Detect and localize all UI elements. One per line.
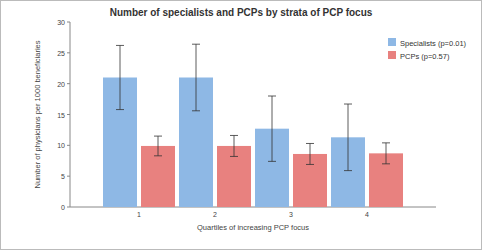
error-bar-stem: [234, 135, 235, 156]
error-bar: [268, 96, 276, 161]
y-tick-label: 30: [57, 19, 65, 26]
error-bar: [382, 143, 390, 164]
frame: [1, 1, 482, 250]
y-tick: [67, 52, 70, 53]
error-bar-cap: [382, 142, 390, 143]
error-bar-stem: [310, 143, 311, 164]
y-tick: [67, 22, 70, 23]
error-bar-cap: [116, 109, 124, 110]
legend-swatch: [388, 38, 396, 46]
legend-label: PCPs (p=0.57): [400, 52, 450, 61]
y-tick-label: 10: [57, 142, 65, 149]
y-tick-label: 5: [61, 173, 65, 180]
x-tick-label: 2: [213, 211, 217, 218]
x-tick-label: 4: [365, 211, 369, 218]
error-bar-cap: [116, 45, 124, 46]
x-tick-label: 3: [289, 211, 293, 218]
error-bar: [192, 44, 200, 111]
error-bar-cap: [154, 136, 162, 137]
error-bar-cap: [230, 135, 238, 136]
error-bar-cap: [192, 110, 200, 111]
error-bar-stem: [386, 143, 387, 164]
x-tick-label: 1: [137, 211, 141, 218]
y-tick: [67, 114, 70, 115]
error-bar: [306, 143, 314, 164]
error-bar: [116, 45, 124, 109]
title: Number of specialists and PCPs by strata…: [110, 7, 373, 18]
error-bar-cap: [306, 143, 314, 144]
error-bar-stem: [272, 96, 273, 161]
chart-svg: Number of specialists and PCPs by strata…: [0, 0, 482, 250]
error-bar-cap: [344, 104, 352, 105]
error-bar-cap: [344, 170, 352, 171]
error-bar-stem: [120, 45, 121, 109]
y-tick: [67, 145, 70, 146]
y-tick: [67, 83, 70, 84]
error-bar: [154, 136, 162, 156]
legend-swatch: [388, 51, 396, 59]
error-bar-cap: [192, 44, 200, 45]
y-tick-label: 25: [57, 50, 65, 57]
error-bar-cap: [230, 156, 238, 157]
chart-container: Number of specialists and PCPs by strata…: [0, 0, 482, 250]
error-bar-stem: [196, 44, 197, 111]
y-tick-label: 15: [57, 112, 65, 119]
error-bar-stem: [158, 136, 159, 156]
error-bar: [230, 135, 238, 156]
plot-area: [103, 44, 403, 207]
y-tick-label: 0: [61, 204, 65, 211]
legend-label: Specialists (p=0.01): [400, 39, 467, 48]
y-tick-label: 20: [57, 81, 65, 88]
error-bar-cap: [382, 163, 390, 164]
y-axis-label: Number of physicians per 1000 beneficiar…: [33, 40, 42, 188]
error-bar-cap: [268, 161, 276, 162]
x-axis-label: Quartiles of increasing PCP focus: [197, 223, 309, 232]
y-tick: [67, 176, 70, 177]
y-tick: [67, 207, 70, 208]
error-bar: [344, 104, 352, 171]
error-bar-cap: [268, 96, 276, 97]
error-bar-stem: [348, 104, 349, 171]
error-bar-cap: [306, 164, 314, 165]
error-bar-cap: [154, 155, 162, 156]
